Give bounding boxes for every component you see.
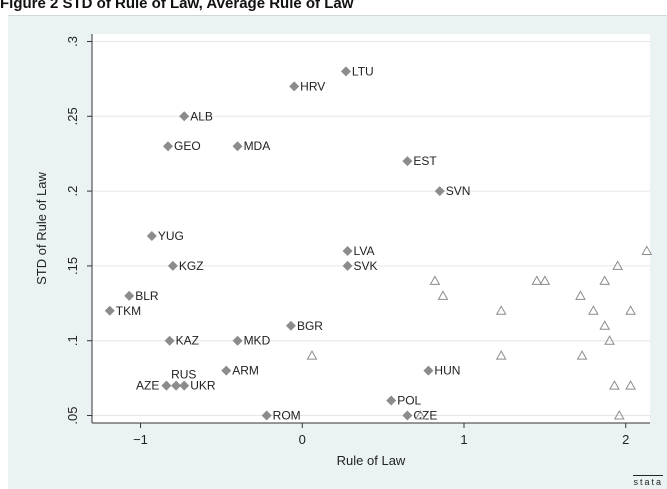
data-point-label: TKM <box>116 304 141 318</box>
data-point-label: MDA <box>244 139 271 153</box>
data-point-label: ARM <box>232 364 259 378</box>
data-point-diamond <box>164 335 175 346</box>
data-point-triangle <box>539 275 551 285</box>
data-point-diamond <box>342 260 353 271</box>
data-point-diamond <box>179 111 190 122</box>
data-point-diamond <box>163 141 174 152</box>
data-point-label: MKD <box>244 334 271 348</box>
tick-labels: .05 .1 .15 .2 .25 .3 −1 0 1 2 <box>65 36 629 447</box>
data-point-diamond <box>402 156 413 167</box>
data-point-triangle <box>641 245 653 255</box>
data-point-label: SVN <box>446 184 471 198</box>
y-tick-label: .3 <box>65 36 80 47</box>
data-point-diamond <box>167 260 178 271</box>
data-point-diamond <box>124 290 135 301</box>
data-point-triangle <box>495 305 507 315</box>
scatter-chart: .05 .1 .15 .2 .25 .3 −1 0 1 2 LTU HRV ALB GEO MDA EST S… <box>34 34 653 468</box>
data-point-diamond <box>232 335 243 346</box>
plot-area <box>92 34 650 423</box>
x-tick-label: −1 <box>133 432 148 447</box>
data-point-label: HUN <box>434 364 460 378</box>
axes <box>87 34 650 428</box>
data-point-label: KGZ <box>179 259 204 273</box>
data-point-label: POL <box>397 394 421 408</box>
x-tick-label: 2 <box>622 432 629 447</box>
data-point-triangle <box>625 380 636 390</box>
data-point-diamond <box>289 81 300 92</box>
data-point-label: EST <box>413 154 437 168</box>
data-point-label: SVK <box>354 259 378 273</box>
stata-logo: stata <box>633 475 663 487</box>
data-point-diamond <box>161 380 172 391</box>
data-point-diamond <box>232 141 243 152</box>
data-point-triangle <box>414 409 426 420</box>
figure-title: Figure 2 STD of Rule of Law, Average Rul… <box>0 0 354 12</box>
x-tick-label: 1 <box>460 432 467 447</box>
y-tick-label: .25 <box>65 107 80 125</box>
data-point-diamond <box>434 186 445 197</box>
data-point-triangle <box>599 320 611 330</box>
data-point-diamond <box>261 410 272 421</box>
data-point-diamond <box>386 395 397 406</box>
data-point-diamond <box>340 66 351 77</box>
data-point-triangle <box>588 305 599 315</box>
data-point-label: BGR <box>297 319 323 333</box>
y-tick-label: .15 <box>65 257 80 275</box>
data-point-diamond <box>285 320 296 331</box>
data-point-triangle <box>604 335 615 345</box>
data-point-label: LTU <box>352 64 374 78</box>
data-point-label: YUG <box>158 229 184 243</box>
data-point-diamond <box>221 365 232 376</box>
data-point-diamond <box>179 380 190 391</box>
data-point-label: BLR <box>135 289 159 303</box>
data-point-label: ALB <box>190 109 213 123</box>
y-tick-label: .1 <box>65 335 80 346</box>
data-point-label: HRV <box>300 79 325 93</box>
y-tick-label: .2 <box>65 186 80 197</box>
data-point-triangle <box>531 275 543 285</box>
y-axis-label: STD of Rule of Law <box>34 172 49 285</box>
data-point-label: AZE <box>136 379 159 393</box>
x-tick-label: 0 <box>299 432 306 447</box>
data-point-diamond <box>402 410 413 421</box>
data-point-label: CZE <box>413 409 437 423</box>
data-point-triangle <box>599 275 611 285</box>
data-point-triangle <box>429 275 441 285</box>
data-point-triangle <box>576 350 588 360</box>
data-point-triangle <box>609 380 620 390</box>
y-tick-label: .05 <box>65 406 80 424</box>
data-point-diamond <box>423 365 434 376</box>
chart-frame: .05 .1 .15 .2 .25 .3 −1 0 1 2 LTU HRV ALB GEO MDA EST S… <box>8 15 667 489</box>
data-point-diamond <box>171 380 182 391</box>
data-point-triangle <box>306 350 318 360</box>
data-point-diamond <box>104 305 115 316</box>
data-point-diamond <box>146 230 157 241</box>
gridlines <box>92 40 650 417</box>
data-point-diamond <box>342 245 353 256</box>
data-point-triangle <box>612 260 624 270</box>
data-point-label: GEO <box>174 139 201 153</box>
data-point-label: ROM <box>273 409 301 423</box>
data-point-label: KAZ <box>176 334 199 348</box>
data-point-triangle <box>437 290 449 300</box>
data-point-label: LVA <box>354 244 375 258</box>
data-point-triangle <box>613 409 625 420</box>
data-point-triangle <box>625 305 636 315</box>
data-point-label: UKR <box>190 379 216 393</box>
data-point-label: RUS <box>171 368 196 382</box>
data-point-triangle <box>575 290 586 300</box>
x-axis-label: Rule of Law <box>337 453 406 468</box>
data-point-triangle <box>495 350 507 360</box>
